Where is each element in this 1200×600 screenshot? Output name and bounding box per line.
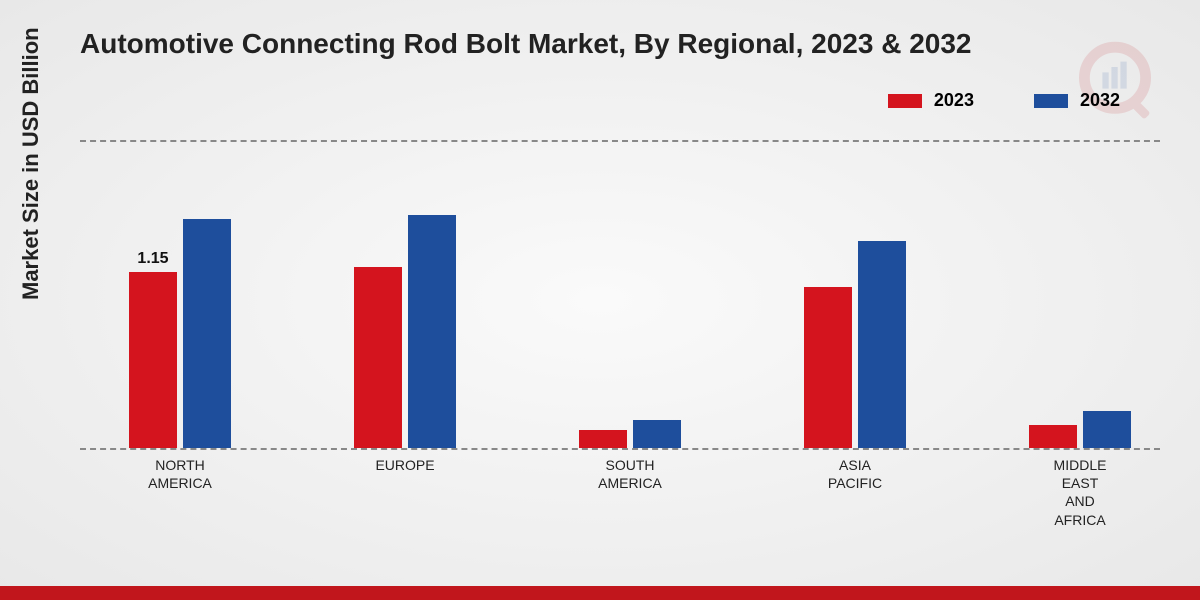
legend-swatch-2032 <box>1034 94 1068 108</box>
bar-2023: 1.15 <box>129 272 177 448</box>
bar-value-label: 1.15 <box>137 250 168 268</box>
chart-container: Automotive Connecting Rod Bolt Market, B… <box>0 0 1200 600</box>
bar-group: SOUTH AMERICA <box>560 142 700 448</box>
x-axis-label: EUROPE <box>375 456 434 474</box>
legend-item-2032: 2032 <box>1034 90 1120 111</box>
x-axis-label: MIDDLE EAST AND AFRICA <box>1054 456 1107 529</box>
bar-2023 <box>354 267 402 448</box>
chart-title: Automotive Connecting Rod Bolt Market, B… <box>80 28 972 60</box>
legend-swatch-2023 <box>888 94 922 108</box>
bar-2032 <box>1083 411 1131 448</box>
bar-2032 <box>858 241 906 448</box>
watermark-logo-icon <box>1070 40 1160 130</box>
footer-bar <box>0 586 1200 600</box>
legend-label-2023: 2023 <box>934 90 974 111</box>
x-axis-label: ASIA PACIFIC <box>828 456 882 492</box>
bar-2032 <box>183 219 231 449</box>
bar-2032 <box>408 215 456 448</box>
bar-2023 <box>1029 425 1077 448</box>
x-axis-label: NORTH AMERICA <box>148 456 212 492</box>
x-axis-label: SOUTH AMERICA <box>598 456 662 492</box>
bar-group: EUROPE <box>335 142 475 448</box>
bar-2023 <box>804 287 852 448</box>
bar-group: 1.15NORTH AMERICA <box>110 142 250 448</box>
legend-label-2032: 2032 <box>1080 90 1120 111</box>
bar-group: ASIA PACIFIC <box>785 142 925 448</box>
legend: 2023 2032 <box>888 90 1120 111</box>
y-axis-label: Market Size in USD Billion <box>18 27 44 300</box>
bar-group: MIDDLE EAST AND AFRICA <box>1010 142 1150 448</box>
bar-2023 <box>579 430 627 448</box>
plot-area: 1.15NORTH AMERICA EUROPE SOUTH AMERICA ASIA… <box>80 140 1160 450</box>
legend-item-2023: 2023 <box>888 90 974 111</box>
bar-2032 <box>633 420 681 448</box>
